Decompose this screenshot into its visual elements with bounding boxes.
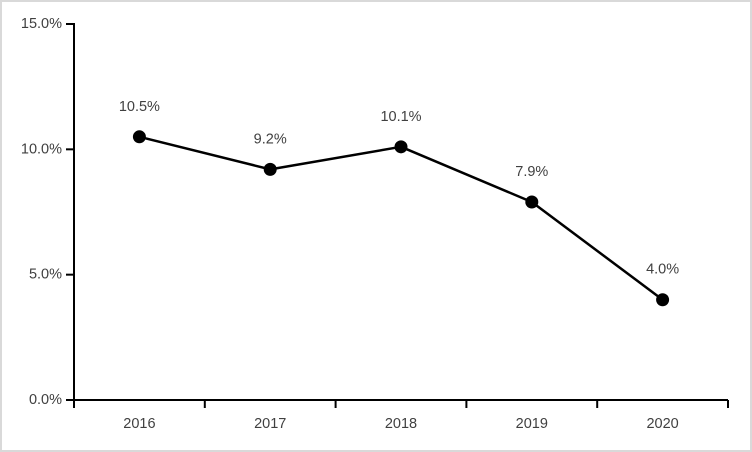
x-axis-category-label: 2016: [123, 416, 155, 432]
y-axis-tick-label: 15.0%: [21, 16, 62, 32]
data-point-marker: [132, 130, 146, 144]
trend-line: [138, 135, 664, 301]
y-axis-tick-label: 10.0%: [21, 141, 62, 157]
data-point-label: 10.1%: [380, 109, 421, 125]
data-point-marker: [525, 195, 539, 209]
x-axis-category-label: 2017: [254, 416, 286, 432]
y-axis-tick-label: 5.0%: [29, 267, 62, 283]
data-point-label: 10.5%: [119, 99, 160, 115]
data-point-label: 9.2%: [254, 131, 287, 147]
x-axis-category-label: 2018: [385, 416, 417, 432]
data-point-marker: [394, 140, 408, 154]
x-axis-category-label: 2020: [646, 416, 678, 432]
data-point-label: 4.0%: [646, 262, 679, 278]
data-point-marker: [263, 162, 277, 176]
y-axis-tick-label: 0.0%: [29, 392, 62, 408]
x-axis-category-label: 2019: [516, 416, 548, 432]
data-point-marker: [656, 293, 670, 307]
data-point-label: 7.9%: [515, 164, 548, 180]
